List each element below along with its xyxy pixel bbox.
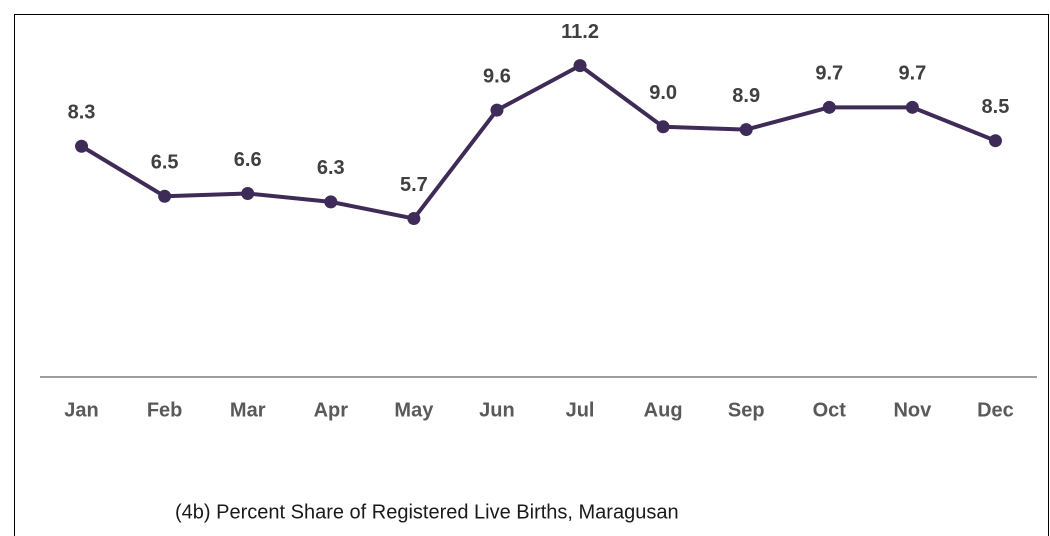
chart-title: (4b) Percent Share of Registered Live Bi… xyxy=(175,501,679,523)
data-label: 9.7 xyxy=(898,63,926,85)
data-label: 8.5 xyxy=(982,96,1010,118)
x-tick-label: Aug xyxy=(644,399,683,421)
x-tick-label: Dec xyxy=(977,399,1014,421)
x-tick-label: Jun xyxy=(479,399,515,421)
data-point xyxy=(905,100,919,114)
data-label: 5.7 xyxy=(400,174,428,196)
data-point xyxy=(656,120,670,134)
data-point xyxy=(490,103,504,117)
data-label: 8.9 xyxy=(732,85,760,107)
data-point xyxy=(988,134,1002,148)
data-point xyxy=(573,59,587,73)
chart-frame xyxy=(14,14,1049,536)
data-label: 9.7 xyxy=(815,63,843,85)
line-series xyxy=(80,63,997,221)
x-tick-label: Jul xyxy=(566,399,595,421)
x-tick-label: May xyxy=(394,399,434,421)
data-label: 6.6 xyxy=(234,149,262,171)
x-tick-label: Feb xyxy=(147,399,183,421)
data-point xyxy=(407,212,421,226)
data-label: 6.3 xyxy=(317,157,345,179)
x-tick-label: Oct xyxy=(813,399,847,421)
data-point xyxy=(324,195,338,209)
data-label: 8.3 xyxy=(68,102,96,124)
data-label: 11.2 xyxy=(561,21,599,43)
x-tick-label: Sep xyxy=(728,399,765,421)
data-label: 9.0 xyxy=(649,82,677,104)
data-point xyxy=(158,189,172,203)
x-tick-label: Mar xyxy=(230,399,266,421)
x-tick-label: Apr xyxy=(314,399,349,421)
data-label: 6.5 xyxy=(151,152,179,174)
x-tick-label: Nov xyxy=(893,399,932,421)
x-tick-label: Jan xyxy=(64,399,98,421)
data-label: 9.6 xyxy=(483,65,511,87)
data-point xyxy=(241,187,255,201)
data-point xyxy=(739,123,753,137)
data-point xyxy=(822,100,836,114)
data-point xyxy=(75,139,89,153)
